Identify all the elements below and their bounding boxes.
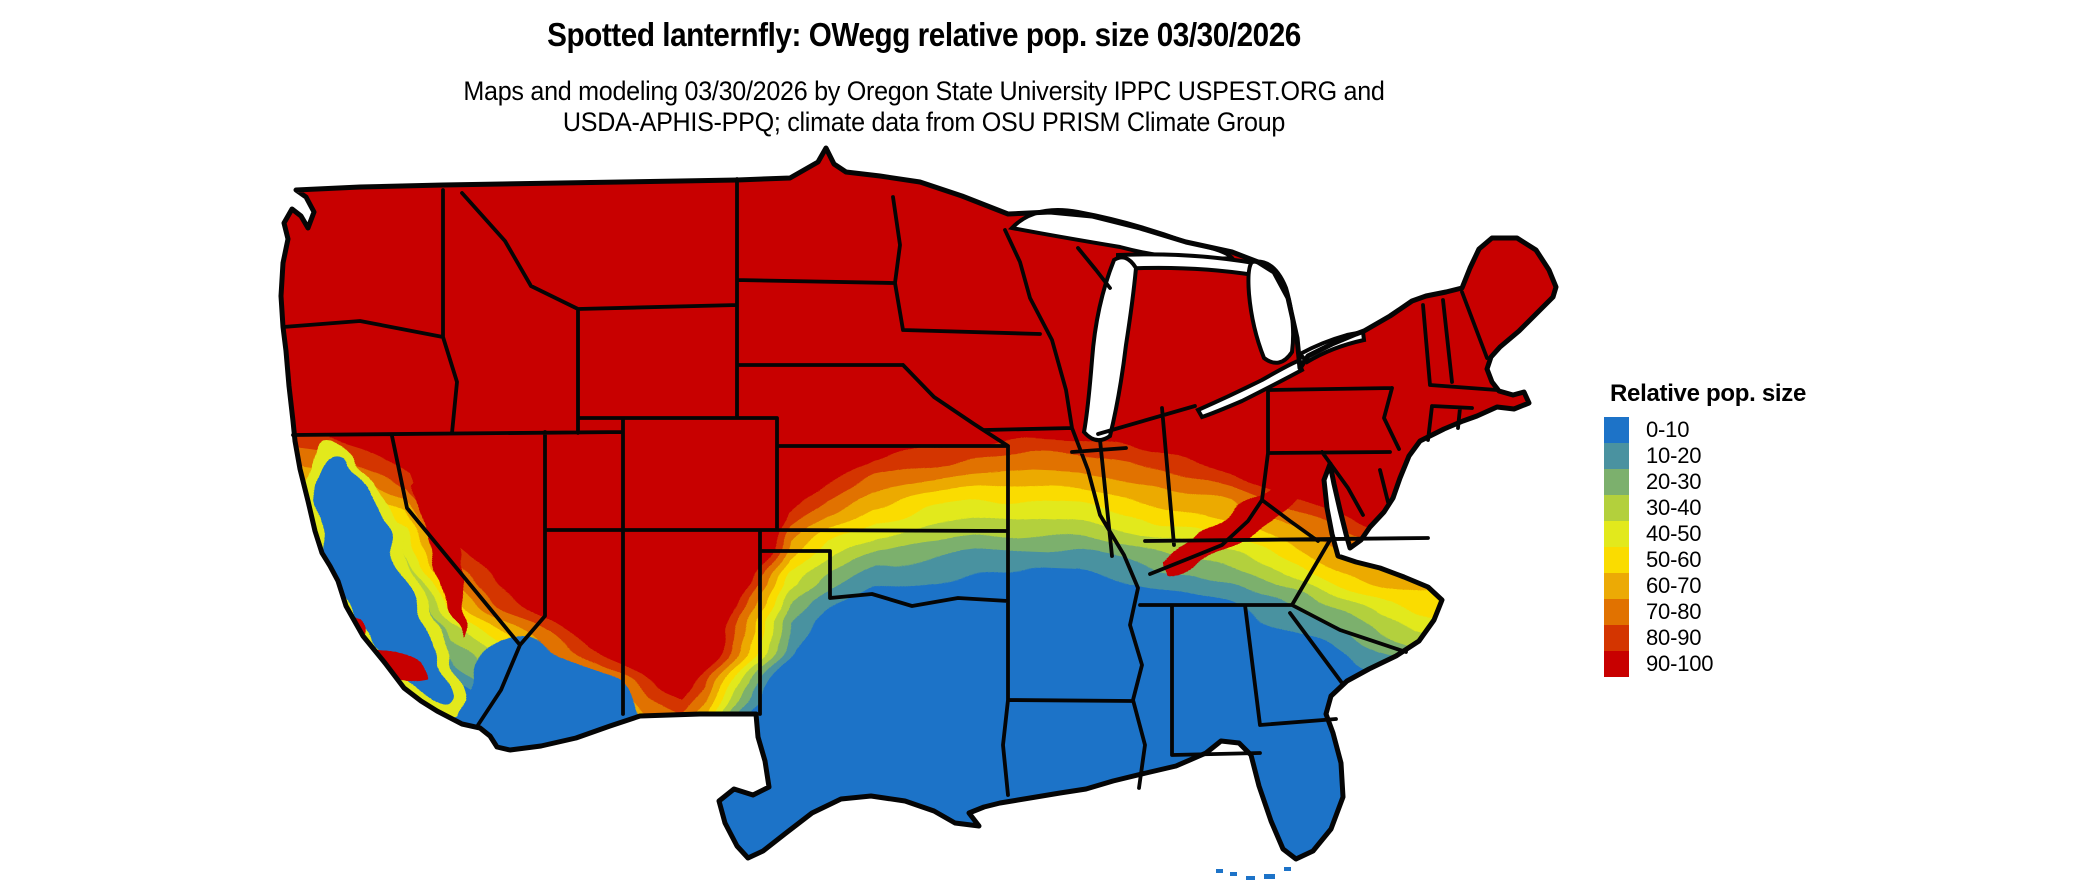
legend-label: 30-40 [1646, 495, 1702, 520]
us-border-outline [278, 145, 1559, 862]
subtitle-line-1: Maps and modeling 03/30/2026 by Oregon S… [463, 76, 1385, 106]
legend-swatch [1604, 573, 1629, 599]
legend-label: 50-60 [1646, 547, 1702, 572]
legend-label: 60-70 [1646, 573, 1702, 598]
legend-swatch [1604, 469, 1629, 495]
legend-item-0-10: 0-10 [1604, 417, 1904, 443]
legend-item-50-60: 50-60 [1604, 547, 1904, 573]
legend-item-60-70: 60-70 [1604, 573, 1904, 599]
legend-label: 20-30 [1646, 469, 1702, 494]
southwest-arizona-low-patch [458, 640, 638, 750]
subtitle-line-2: USDA-APHIS-PPQ; climate data from OSU PR… [562, 107, 1286, 137]
map-fill-layers [281, 148, 1556, 859]
legend-item-90-100: 90-100 [1604, 651, 1904, 677]
lake-michigan [1081, 255, 1139, 443]
legend-label: 10-20 [1646, 443, 1702, 468]
legend-item-30-40: 30-40 [1604, 495, 1904, 521]
legend-swatch [1604, 521, 1629, 547]
legend-title: Relative pop. size [1610, 380, 1806, 407]
florida-keys [1216, 867, 1291, 880]
figure-title: Spotted lanternfly: OWegg relative pop. … [547, 16, 1301, 53]
legend-swatch [1604, 625, 1629, 651]
legend-swatch [1604, 651, 1629, 677]
legend-item-20-30: 20-30 [1604, 469, 1904, 495]
legend-swatch [1604, 443, 1629, 469]
band-0-10 [281, 564, 1556, 859]
sierra-high-patch [408, 461, 466, 641]
lake-erie [1195, 358, 1305, 420]
regional-patches [305, 442, 1314, 750]
legend-item-10-20: 10-20 [1604, 443, 1904, 469]
appalachian-high-patch [1168, 470, 1314, 573]
legend-items: 0-10 10-20 20-30 30-40 40-50 50-60 60-70 70-80 8… [1604, 417, 1904, 677]
legend-swatch [1604, 417, 1629, 443]
legend-swatch [1604, 495, 1629, 521]
legend-item-40-50: 40-50 [1604, 521, 1904, 547]
legend-label: 0-10 [1646, 417, 1690, 442]
legend-swatch [1604, 547, 1629, 573]
legend-item-70-80: 70-80 [1604, 599, 1904, 625]
map-legend: Relative pop. size 0-10 10-20 20-30 30-40 40… [1604, 380, 1904, 677]
legend-swatch [1604, 599, 1629, 625]
legend-item-80-90: 80-90 [1604, 625, 1904, 651]
legend-label: 90-100 [1646, 651, 1714, 676]
legend-label: 70-80 [1646, 599, 1702, 624]
legend-label: 80-90 [1646, 625, 1702, 650]
state-borders [281, 177, 1499, 797]
legend-label: 40-50 [1646, 521, 1702, 546]
great-lakes [1008, 208, 1367, 443]
figure-subtitle: Maps and modeling 03/30/2026 by Oregon S… [65, 76, 1784, 138]
california-valley-low-patch [316, 456, 450, 710]
